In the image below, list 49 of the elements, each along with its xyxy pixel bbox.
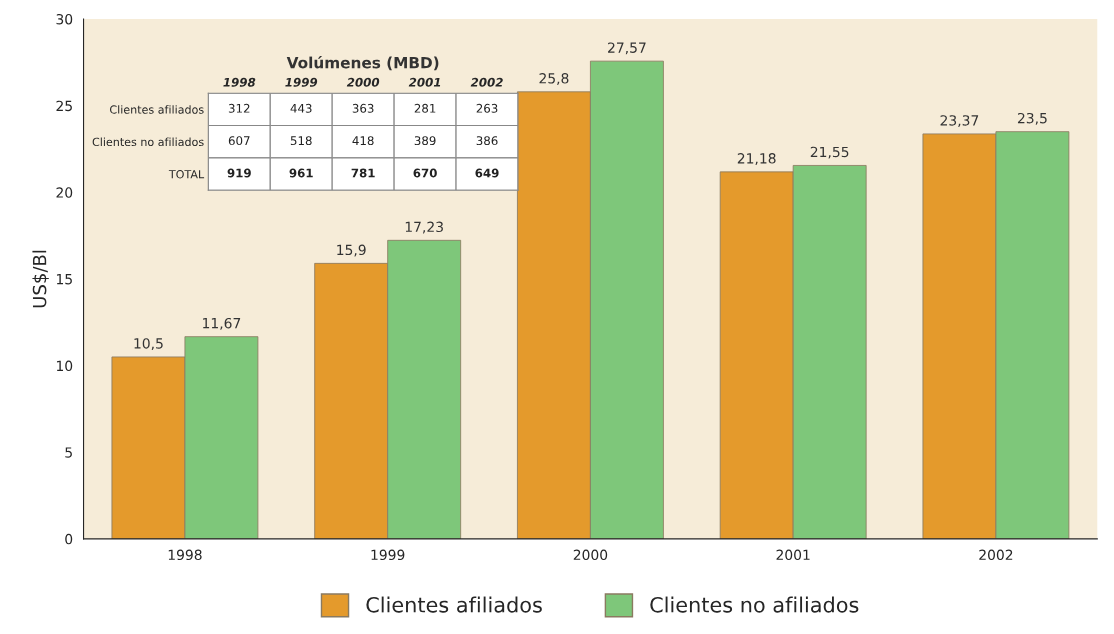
y-tick-label: 10 <box>56 360 73 372</box>
chart-title: Volúmenes (MBD) <box>286 55 439 71</box>
data-label: 919 <box>227 168 251 178</box>
data-label: 607 <box>228 136 250 146</box>
data-label: 281 <box>414 103 436 113</box>
data-label: 518 <box>290 136 312 146</box>
y-tick-label: TOTAL <box>168 170 205 179</box>
x-tick-label: 2000 <box>573 549 608 561</box>
x-tick-label: 2001 <box>776 549 810 561</box>
legend-label: Clientes afiliados <box>366 596 542 613</box>
x-tick-label: 2002 <box>470 77 503 87</box>
data-label: 386 <box>476 136 498 146</box>
legend-label: Clientes no afiliados <box>650 596 859 613</box>
y-axis-title: US$/Bl <box>32 250 49 308</box>
y-tick-label: Clientes afiliados <box>110 105 204 114</box>
x-tick-label: 2002 <box>979 549 1013 561</box>
y-tick-label: 0 <box>65 533 73 545</box>
data-label: 17,23 <box>405 221 443 234</box>
y-tick-label: 15 <box>56 274 72 285</box>
x-tick-label: 1999 <box>285 77 318 87</box>
x-tick-label: 2000 <box>346 77 380 87</box>
data-label: 21,18 <box>737 153 776 166</box>
y-tick-label: 20 <box>56 187 73 198</box>
data-label: 27,57 <box>608 42 646 55</box>
data-label: 312 <box>228 103 250 113</box>
x-tick-label: 1999 <box>371 549 405 561</box>
y-tick-label: 25 <box>56 100 72 112</box>
data-label: 649 <box>475 168 499 178</box>
y-tick-label: 5 <box>65 447 72 458</box>
x-tick-label: 2001 <box>408 77 441 87</box>
data-label: 363 <box>352 103 374 113</box>
data-label: 781 <box>351 168 375 178</box>
data-label: 443 <box>290 103 312 113</box>
data-label: 25,8 <box>539 73 569 85</box>
data-label: 961 <box>289 168 313 178</box>
data-label: 263 <box>476 103 498 113</box>
data-label: 23,37 <box>940 115 979 128</box>
x-tick-label: 1998 <box>223 77 256 87</box>
data-label: 23,5 <box>1017 112 1047 125</box>
data-label: 15,9 <box>337 244 366 257</box>
y-tick-label: 30 <box>56 13 73 25</box>
data-label: 389 <box>414 136 436 146</box>
y-tick-label: Clientes no afiliados <box>92 137 204 147</box>
data-label: 670 <box>413 168 437 178</box>
data-label: 10,5 <box>134 338 163 351</box>
data-label: 11,67 <box>203 317 241 330</box>
data-label: 418 <box>352 136 374 146</box>
data-label: 21,55 <box>810 146 849 159</box>
x-tick-label: 1998 <box>168 549 202 561</box>
